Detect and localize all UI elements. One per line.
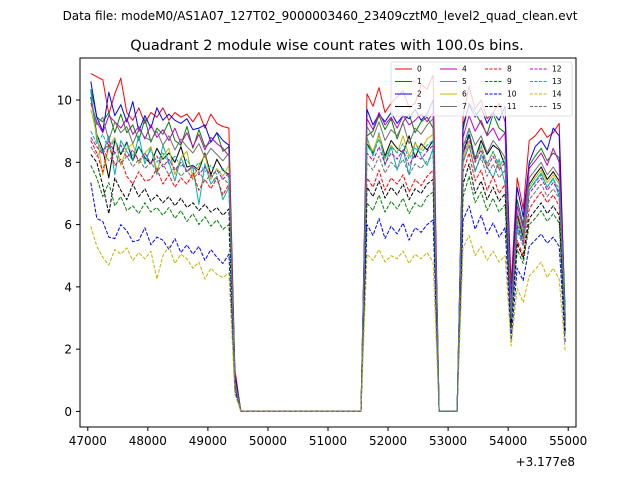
legend-frame	[390, 61, 573, 117]
x-tick-label: 49000	[189, 434, 227, 448]
x-tick-label: 53000	[429, 434, 467, 448]
y-tick-label: 6	[64, 218, 72, 232]
legend-label-10: 10	[507, 90, 517, 99]
x-tick-label: 50000	[249, 434, 287, 448]
legend-label-7: 7	[462, 102, 467, 111]
legend-label-15: 15	[552, 102, 562, 111]
legend-label-11: 11	[507, 102, 517, 111]
series-layer	[90, 73, 566, 412]
legend-label-8: 8	[507, 65, 512, 74]
y-axis: 0 2 4 6 8 10	[57, 94, 80, 419]
x-tick-label: 47000	[69, 434, 107, 448]
legend-label-2: 2	[417, 90, 422, 99]
x-tick-label: 55000	[549, 434, 587, 448]
suptitle: Data file: modeM0/AS1A07_127T02_90000034…	[63, 9, 578, 23]
legend-label-5: 5	[462, 77, 467, 86]
x-tick-label: 48000	[129, 434, 167, 448]
legend-label-14: 14	[552, 90, 562, 99]
y-tick-label: 4	[64, 280, 72, 294]
legend-label-3: 3	[417, 102, 422, 111]
y-tick-label: 10	[57, 94, 72, 108]
legend-label-4: 4	[462, 65, 467, 74]
legend-label-0: 0	[417, 65, 422, 74]
x-offset-label: +3.177e8	[516, 455, 575, 469]
legend-label-6: 6	[462, 90, 467, 99]
y-tick-label: 8	[64, 156, 72, 170]
x-axis: 47000 48000 49000 50000 51000 52000 53000 54000…	[69, 427, 587, 448]
x-tick-label: 54000	[489, 434, 527, 448]
legend-label-9: 9	[507, 77, 512, 86]
y-tick-label: 0	[64, 405, 72, 419]
x-tick-label: 52000	[369, 434, 407, 448]
series-line-10	[90, 182, 566, 412]
legend-label-13: 13	[552, 77, 562, 86]
series-line-15	[90, 144, 566, 412]
legend-label-1: 1	[417, 77, 422, 86]
legend-label-12: 12	[552, 65, 562, 74]
chart-title: Quadrant 2 module wise count rates with …	[130, 38, 524, 54]
series-line-14	[90, 226, 566, 412]
x-tick-label: 51000	[309, 434, 347, 448]
y-tick-label: 2	[64, 343, 72, 357]
